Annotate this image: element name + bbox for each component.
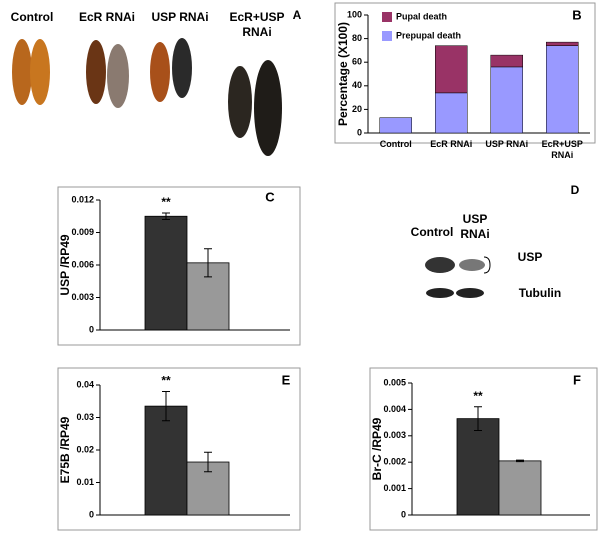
bar-segment — [435, 92, 468, 134]
y-axis-label: Br-C /RP49 — [370, 417, 384, 480]
y-tick-label: 0 — [401, 509, 406, 519]
bar — [498, 460, 542, 516]
label: Control — [10, 10, 54, 24]
panel-letter: B — [572, 7, 581, 22]
y-tick-label: 0.012 — [71, 194, 94, 204]
y-tick-label: 0 — [357, 127, 362, 137]
bar-segment — [546, 45, 579, 134]
error-bar — [474, 406, 482, 432]
x-tick-label: EcR+USP RNAi — [541, 139, 583, 160]
x-tick-label: Control — [379, 139, 412, 149]
y-tick-label: 40 — [352, 80, 362, 90]
y-tick-label: 0.01 — [76, 477, 94, 487]
legend-swatch — [382, 12, 392, 22]
y-tick-label: 0.002 — [383, 457, 406, 467]
label: Tubulin — [518, 286, 562, 300]
x-tick-label: USP RNAi — [485, 139, 529, 149]
panel-frame — [57, 367, 301, 531]
y-tick-label: 0.04 — [76, 379, 94, 389]
y-tick-label: 100 — [347, 9, 362, 19]
significance: ** — [161, 195, 171, 209]
panel-letter: E — [282, 372, 291, 387]
y-tick-label: 20 — [352, 104, 362, 114]
x-tick-label: EcR RNAi — [430, 139, 473, 149]
y-tick-label: 0.003 — [383, 430, 406, 440]
panel-letter: D — [570, 183, 580, 197]
y-tick-label: 60 — [352, 57, 362, 67]
significance: ** — [161, 374, 171, 388]
error-bar — [162, 212, 170, 220]
bar-segment — [490, 54, 523, 68]
bar — [144, 215, 188, 331]
label: EcR+USP RNAi — [229, 10, 285, 39]
label: USP RNAi — [460, 212, 490, 241]
bar — [456, 418, 500, 516]
larvae-photo — [12, 38, 282, 156]
y-tick-label: 0.004 — [383, 404, 406, 414]
label: USP RNAi — [151, 10, 209, 24]
y-tick-label: 0 — [89, 324, 94, 334]
panel-frame — [369, 367, 598, 531]
y-tick-label: 80 — [352, 33, 362, 43]
error-bar — [204, 248, 212, 278]
y-axis-label: Percentage (X100) — [336, 22, 350, 126]
panel-frame — [334, 2, 596, 144]
bar-segment — [435, 45, 468, 94]
error-bar — [516, 459, 524, 463]
western-blot — [425, 256, 491, 298]
label: EcR RNAi — [78, 10, 135, 24]
label: USP — [517, 250, 543, 264]
y-tick-label: 0.006 — [71, 259, 94, 269]
panel-letter: A — [292, 8, 302, 22]
bar — [144, 405, 188, 516]
legend-label: Prepupal death — [396, 30, 461, 40]
panel-letter: F — [573, 372, 581, 387]
y-tick-label: 0.02 — [76, 444, 94, 454]
y-tick-label: 0 — [89, 509, 94, 519]
y-tick-label: 0.005 — [383, 377, 406, 387]
legend-swatch — [382, 31, 392, 41]
legend-label: Pupal death — [396, 11, 447, 21]
panel-frame — [57, 186, 301, 346]
y-axis-label: USP /RP49 — [58, 234, 72, 295]
y-tick-label: 0.009 — [71, 227, 94, 237]
error-bar — [204, 451, 212, 473]
panel-letter: C — [265, 189, 275, 204]
label: Control — [410, 225, 454, 239]
bar-segment — [379, 117, 412, 134]
bar-segment — [546, 41, 579, 46]
y-axis-label: E75B /RP49 — [58, 416, 72, 483]
y-tick-label: 0.003 — [71, 292, 94, 302]
significance: ** — [473, 389, 483, 403]
error-bar — [162, 391, 170, 422]
y-tick-label: 0.001 — [383, 483, 406, 493]
y-tick-label: 0.03 — [76, 412, 94, 422]
bar-segment — [490, 66, 523, 134]
